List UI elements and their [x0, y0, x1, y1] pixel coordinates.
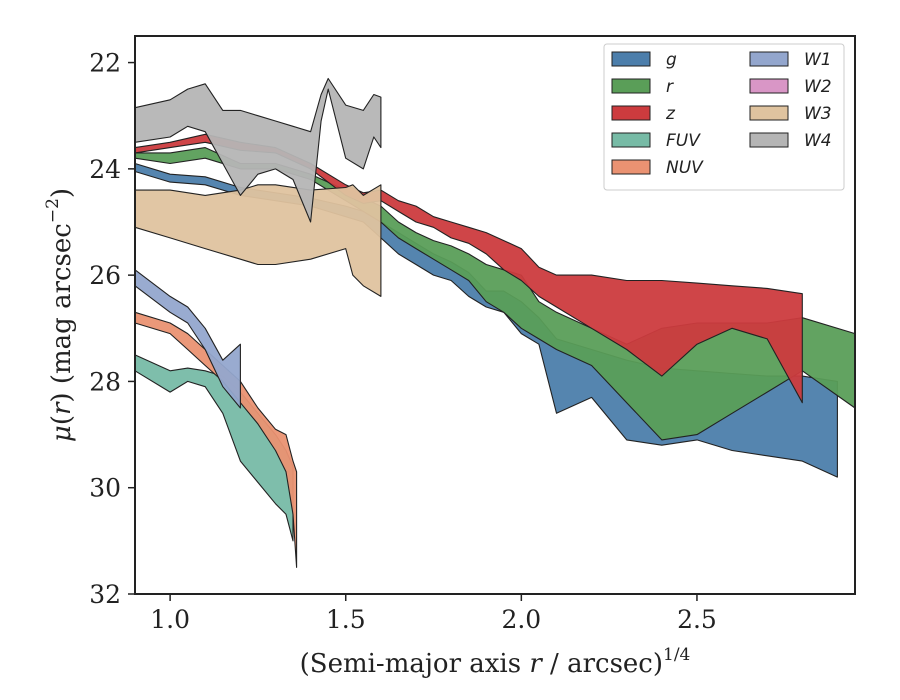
legend-swatch-w4	[749, 132, 789, 148]
legend: grz FUV NUV W1 W2 W3 W4	[603, 43, 845, 191]
legend-swatch-r	[611, 78, 651, 94]
legend-label-fuv: FUV	[666, 131, 701, 151]
y-tick-label: 24	[89, 155, 121, 184]
x-axis-label: (Semi-major axis r / arcsec)1/4	[300, 645, 691, 679]
y-tick-label: 32	[89, 580, 121, 609]
legend-swatch-g	[611, 51, 651, 67]
x-tick-label: 1.0	[150, 605, 190, 634]
series-layer	[134, 77, 856, 568]
legend-label-w2: W2	[804, 77, 832, 97]
legend-label-w1: W1	[804, 50, 832, 70]
legend-label-w3: W3	[804, 104, 832, 124]
band-w4	[134, 77, 382, 223]
legend-swatch-nuv	[611, 159, 651, 175]
band-w3	[134, 184, 382, 297]
y-tick-label: 30	[89, 474, 121, 503]
band-w1	[134, 269, 241, 409]
y-axis-label: μ(r) (mag arcsec−2)	[43, 188, 77, 442]
x-tick-label: 2.0	[501, 605, 541, 634]
x-tick-label: 2.5	[677, 605, 717, 634]
legend-swatch-w3	[749, 105, 789, 121]
legend-swatch-fuv	[611, 132, 651, 148]
band-fuv	[134, 354, 294, 542]
legend-label-r: r	[666, 77, 674, 97]
legend-label-z: z	[665, 104, 676, 124]
legend-label-g: g	[666, 50, 677, 70]
legend-label-nuv: NUV	[666, 158, 704, 178]
legend-swatch-w1	[749, 51, 789, 67]
y-tick-label: 22	[89, 49, 121, 78]
y-tick-label: 26	[89, 261, 121, 290]
legend-label-w4: W4	[804, 131, 832, 151]
legend-swatch-w2	[749, 78, 789, 94]
legend-swatch-z	[611, 105, 651, 121]
y-tick-label: 28	[89, 367, 121, 396]
tick-layer: 1.0 1.5 2.0 2.5 22 24 26 28 30 32	[89, 49, 717, 634]
plot-frame	[134, 35, 856, 595]
x-tick-label: 1.5	[326, 605, 366, 634]
